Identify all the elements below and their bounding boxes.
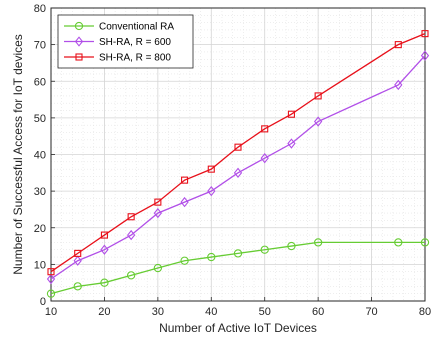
y-axis-title: Number of Successful Access for IoT devi… — [11, 34, 25, 275]
data-point — [126, 271, 136, 280]
data-point — [313, 238, 323, 247]
data-point — [421, 30, 429, 38]
data-series — [46, 30, 430, 298]
x-tick-label: 50 — [259, 306, 271, 318]
legend-label: SH-RA, R = 600 — [99, 37, 171, 48]
data-point — [260, 245, 269, 254]
legend-label: SH-RA, R = 800 — [99, 53, 171, 64]
data-point — [207, 252, 216, 262]
data-point — [100, 278, 109, 287]
series-2 — [46, 50, 430, 285]
data-point — [153, 207, 163, 219]
y-tick-label: 80 — [34, 3, 46, 15]
data-point — [233, 167, 243, 178]
x-tick-label: 30 — [152, 306, 164, 318]
series-line — [50, 241, 425, 295]
data-point — [287, 138, 296, 149]
y-tick-label: 20 — [34, 223, 46, 235]
x-tick-label: 70 — [365, 306, 377, 318]
x-axis-title: Number of Active IoT Devices — [159, 321, 317, 335]
data-point — [260, 152, 269, 164]
data-point — [153, 263, 163, 273]
legend-item: Conventional RA — [64, 22, 174, 33]
data-point — [420, 238, 430, 247]
data-point — [314, 92, 322, 100]
y-tick-label: 30 — [34, 186, 46, 198]
data-point — [46, 273, 56, 285]
data-point — [287, 110, 295, 118]
legend-marker — [74, 36, 84, 47]
data-point — [73, 255, 82, 266]
data-point — [127, 213, 135, 221]
legend: Conventional RA SH-RA, R = 600 SH-RA, R = … — [57, 14, 194, 69]
legend-marker — [75, 53, 83, 61]
series-3 — [47, 30, 429, 276]
data-point — [73, 282, 82, 291]
data-point — [126, 229, 136, 241]
data-point — [74, 249, 82, 257]
x-tick-label: 80 — [419, 306, 431, 318]
series-1 — [46, 238, 430, 298]
data-point — [181, 176, 189, 184]
data-point — [394, 41, 402, 49]
y-tick-label: 50 — [34, 113, 46, 125]
series-line — [50, 33, 426, 273]
legend-item: SH-RA, R = 600 — [64, 36, 171, 48]
data-point — [207, 165, 215, 173]
data-point — [234, 143, 242, 151]
y-tick-label: 40 — [34, 150, 46, 162]
data-point — [313, 116, 323, 127]
x-tick-label: 60 — [312, 306, 324, 318]
legend-marker — [74, 21, 84, 31]
data-point — [180, 256, 189, 265]
x-tick-label: 10 — [45, 306, 57, 318]
data-point — [207, 185, 216, 197]
y-tick-label: 60 — [34, 76, 46, 88]
data-point — [100, 244, 109, 255]
data-point — [420, 50, 430, 61]
data-point — [233, 249, 243, 258]
data-point — [47, 268, 55, 276]
y-tick-label: 0 — [40, 296, 46, 308]
data-point — [287, 241, 296, 251]
data-point — [261, 125, 269, 133]
x-tick-label: 20 — [98, 306, 110, 318]
legend-item: SH-RA, R = 800 — [64, 53, 171, 64]
data-point — [394, 238, 403, 247]
data-point — [180, 196, 189, 208]
y-tick-label: 10 — [34, 259, 46, 271]
data-point — [100, 231, 108, 239]
legend-label: Conventional RA — [99, 22, 174, 33]
data-point — [394, 79, 403, 91]
y-tick-label: 70 — [34, 40, 46, 52]
series-line — [50, 55, 426, 280]
data-point — [46, 289, 56, 298]
data-point — [154, 198, 162, 206]
x-tick-label: 40 — [205, 306, 217, 318]
